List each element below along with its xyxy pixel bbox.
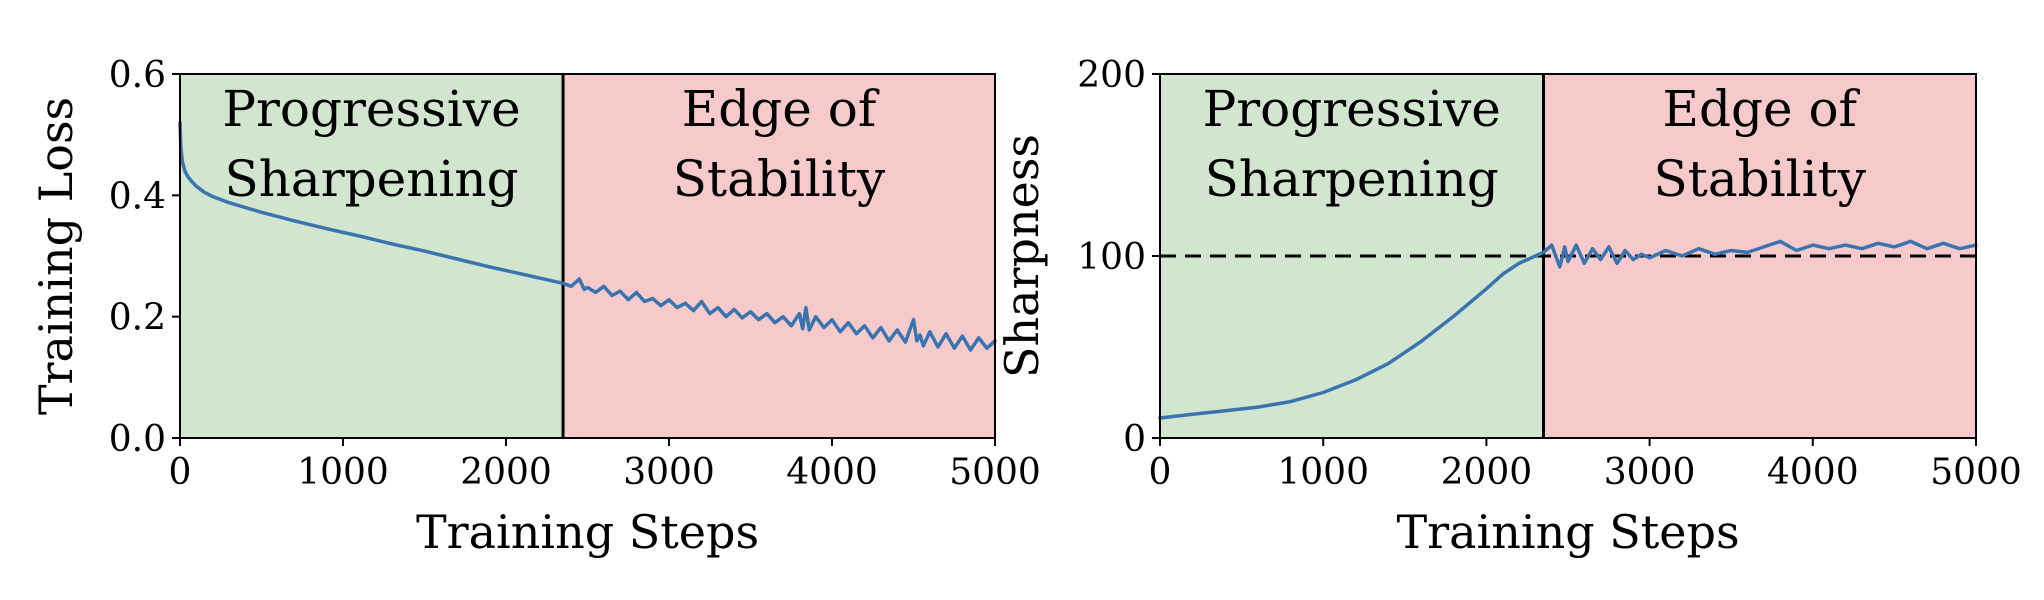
sharpness-y-tick-label: 100: [1077, 237, 1146, 278]
sharpness-x-tick-label: 2000: [1441, 452, 1533, 493]
sharpness-region-label: Stability: [1654, 150, 1867, 208]
sharpness-x-tick-label: 1000: [1277, 452, 1369, 493]
loss-x-tick-label: 3000: [623, 452, 715, 493]
sharpness-y-axis-label: Sharpness: [995, 134, 1049, 378]
loss-y-tick-label: 0.4: [109, 176, 166, 217]
loss-x-tick-label: 5000: [949, 452, 1041, 493]
loss-series-line: [178, 120, 997, 352]
loss-x-tick-label: 0: [169, 452, 192, 493]
sharpness-x-tick-label: 0: [1149, 452, 1172, 493]
loss-y-tick-label: 0.6: [109, 55, 166, 96]
loss-x-axis-label: Training Steps: [416, 505, 759, 559]
sharpness-x-tick-label: 3000: [1604, 452, 1696, 493]
sharpness-region-label: Edge of: [1662, 80, 1860, 138]
loss-region-label: Edge of: [682, 80, 880, 138]
loss-region-label: Stability: [673, 150, 886, 208]
loss-x-tick-label: 2000: [460, 452, 552, 493]
loss-region-label: Progressive: [222, 80, 520, 138]
loss-panel: Progressive Sharpening Edge of Stability 0 10…: [29, 55, 1041, 559]
loss-region-edge-of-stability: [563, 74, 995, 438]
loss-y-axis-label: Training Loss: [29, 97, 83, 415]
loss-region-label: Sharpening: [224, 150, 518, 208]
loss-x-tick-label: 1000: [297, 452, 389, 493]
sharpness-y-tick-label: 200: [1077, 55, 1146, 96]
sharpness-series-line: [1158, 239, 1978, 420]
loss-region-progressive-sharpening: [180, 74, 564, 438]
sharpness-x-tick-label: 4000: [1767, 452, 1859, 493]
sharpness-y-tick-label: 0: [1123, 419, 1146, 460]
loss-x-tick-label: 4000: [786, 452, 878, 493]
sharpness-panel: Progressive Sharpening Edge of Stability 0 10…: [995, 55, 2022, 559]
sharpness-region-label: Progressive: [1203, 80, 1501, 138]
loss-y-tick-label: 0.0: [109, 419, 166, 460]
sharpness-x-tick-label: 5000: [1930, 452, 2022, 493]
loss-y-tick-label: 0.2: [109, 298, 166, 339]
sharpness-region-label: Sharpening: [1205, 150, 1499, 208]
sharpness-x-axis-label: Training Steps: [1396, 505, 1739, 559]
loss-axes-frame: [179, 73, 996, 439]
